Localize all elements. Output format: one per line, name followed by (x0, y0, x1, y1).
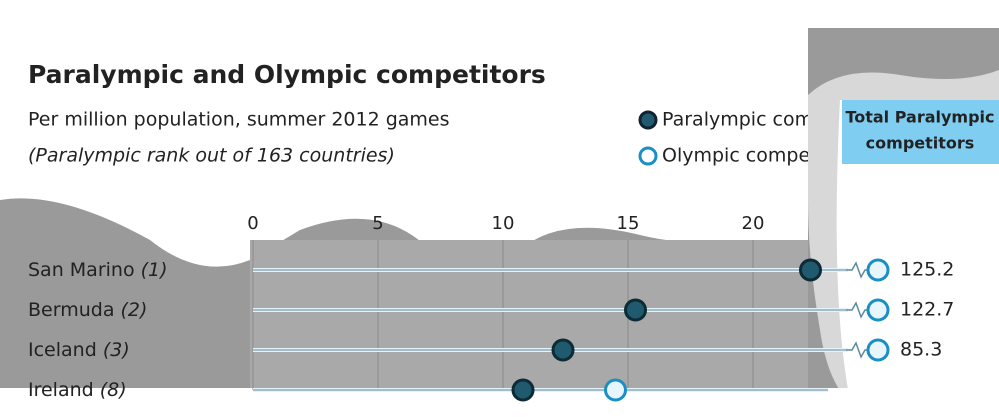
rank: (8) (100, 379, 127, 401)
legend-label: Olympic competitors (662, 145, 860, 167)
axis-break (846, 301, 871, 319)
category-name: San Marino (28, 259, 135, 281)
x-tick-label: 20 (742, 213, 765, 234)
category-label: Ireland (8) (28, 379, 127, 401)
legend-swatch (638, 146, 658, 166)
olympic-dot (866, 298, 890, 322)
note: (Paralympic rank out of 163 countries) (28, 145, 395, 167)
category-name: Bermuda (28, 299, 114, 321)
olympic-dot (866, 258, 890, 282)
rank: (3) (103, 339, 130, 361)
axis-break (846, 261, 871, 279)
chart-title: Paralympic and Olympic competitors (28, 60, 546, 89)
value-label: 122.7 (900, 299, 954, 321)
category-name: Ireland (28, 379, 94, 401)
x-tick-label: 5 (372, 213, 383, 234)
legend-label: Paralympic competitors (662, 109, 886, 131)
rank: (2) (121, 299, 148, 321)
paralympic-dot (799, 258, 822, 282)
axis-break (846, 341, 871, 359)
subtitle: Per million population, summer 2012 game… (28, 109, 450, 131)
legend-swatch (638, 110, 658, 130)
legend: Paralympic competitors Olympic competitor… (638, 109, 886, 167)
rank: (1) (141, 259, 168, 281)
paralympic-dot (624, 298, 647, 322)
value-label: 125.2 (900, 259, 954, 281)
x-tick-label: 10 (492, 213, 515, 234)
title-area (0, 28, 808, 270)
category-name: Iceland (28, 339, 97, 361)
category-label: Iceland (3) (28, 339, 130, 361)
olympic-dot (604, 378, 627, 402)
x-tick-label: 15 (617, 213, 640, 234)
value-label: 85.3 (900, 339, 942, 361)
category-label: Bermuda (2) (28, 299, 147, 321)
column-header: Total Paralympic (845, 108, 994, 127)
top-strip (0, 0, 999, 28)
bottom-strip (0, 388, 999, 417)
plot-area (250, 240, 808, 390)
paralympic-dot (511, 378, 535, 402)
header-box (842, 100, 999, 164)
column-header: competitors (866, 134, 975, 153)
olympic-dot (866, 338, 890, 362)
panel-inner (836, 100, 999, 400)
category-label: San Marino (1) (28, 259, 168, 281)
x-tick-label: 0 (247, 213, 258, 234)
paralympic-dot (551, 338, 575, 362)
